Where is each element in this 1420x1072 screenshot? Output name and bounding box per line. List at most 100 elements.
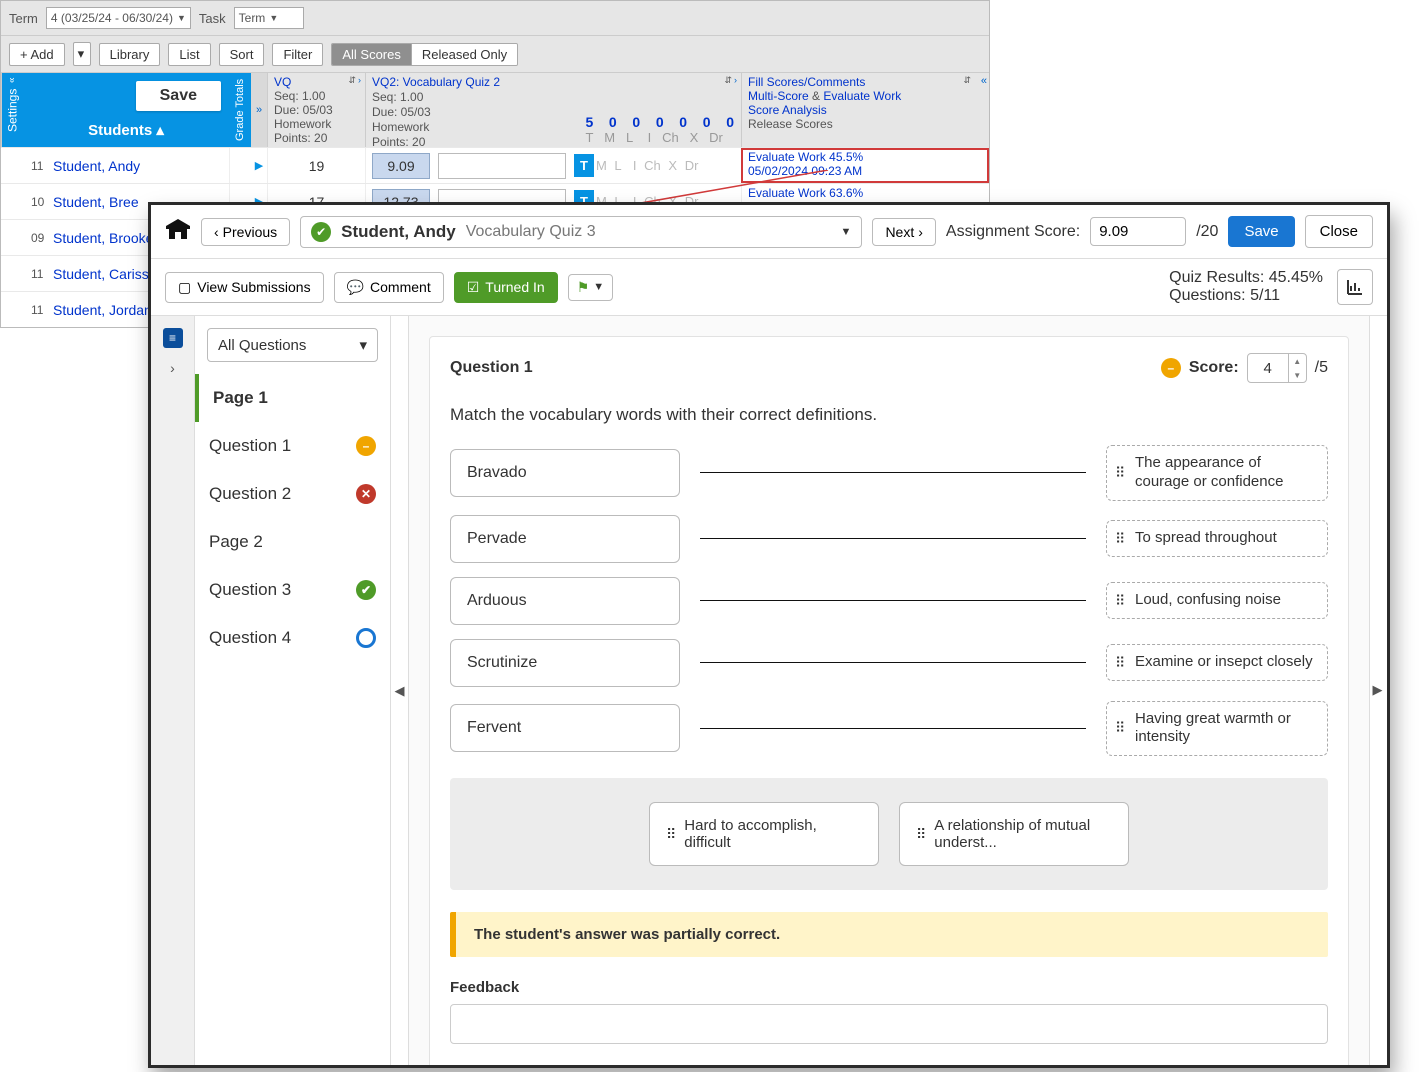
all-questions-select[interactable]: All Questions ▾ [207,328,378,362]
wrong-icon: ✕ [356,484,376,504]
vq2-score[interactable]: 9.09 [372,153,430,179]
term-label: Term [9,11,38,26]
vq-score[interactable]: 19 [267,148,365,183]
previous-button[interactable]: ‹ Previous [201,218,290,246]
chart-button[interactable] [1337,269,1373,305]
match-definition[interactable]: ⠿Loud, confusing noise [1106,582,1328,619]
score-of: /5 [1315,359,1328,377]
editor-subheader: ▢ View Submissions 💬 Comment ☑ Turned In… [151,259,1387,316]
nav-page-1[interactable]: Page 1 [195,374,390,422]
match-definition[interactable]: ⠿Examine or insepct closely [1106,644,1328,681]
library-button[interactable]: Library [99,43,161,66]
sort-icon: ⇵ [348,75,356,86]
save-button[interactable]: Save [1228,216,1294,247]
match-connector [700,600,1086,601]
collapse-navigator[interactable]: ◀ [391,316,409,1065]
student-link[interactable]: Student, Brooke [53,230,153,246]
score-input[interactable] [438,153,566,179]
match-definition[interactable]: ⠿The appearance of courage or confidence [1106,445,1328,501]
chevron-right-icon: › [734,75,737,86]
match-row: Scrutinize ⠿Examine or insepct closely [450,639,1328,687]
view-submissions-button[interactable]: ▢ View Submissions [165,272,324,303]
term-select[interactable]: 4 (03/25/24 - 06/30/24) ▼ [46,7,191,29]
fill-scores-link[interactable]: Fill Scores/Comments [748,75,865,89]
doc-icon[interactable]: ≡ [163,328,183,348]
release-scores-link[interactable]: Release Scores [748,117,983,131]
all-scores-tab[interactable]: All Scores [332,44,411,65]
nav-question-3[interactable]: Question 3 ✔ [195,566,390,614]
flag-t[interactable]: T [574,154,594,177]
assignment-score-input[interactable] [1090,217,1186,246]
nav-page-2[interactable]: Page 2 [195,518,390,566]
evaluate-cell[interactable]: Evaluate Work 45.5% 05/02/2024 09:23 AM [741,148,989,183]
comment-button[interactable]: 💬 Comment [334,272,444,303]
filter-button[interactable]: Filter [272,43,323,66]
grip-icon: ⠿ [1115,464,1123,482]
chevron-down-icon: ▼ [269,13,278,23]
grade-totals-header[interactable]: Grade Totals [229,73,251,147]
chevron-down-icon: ▼ [177,13,186,23]
match-definition[interactable]: ⠿Having great warmth or intensity [1106,701,1328,757]
feedback-banner: The student's answer was partially corre… [450,912,1328,957]
add-button[interactable]: + Add [9,43,65,66]
match-connector [700,472,1086,473]
student-link[interactable]: Student, Andy [53,158,140,174]
grip-icon: ⠿ [916,826,924,843]
score-analysis-link[interactable]: Score Analysis [748,103,827,117]
flag-button[interactable]: ⚑ ▼ [568,274,613,301]
multi-score-link[interactable]: Multi-Score [748,89,809,103]
sort-button[interactable]: Sort [219,43,265,66]
task-select[interactable]: Term ▼ [234,7,304,29]
expand-icon[interactable]: ▶ [251,148,267,183]
assignment-vq-header[interactable]: ⇵› VQ Seq: 1.00 Due: 05/03 Homework Poin… [267,73,365,147]
expand-grade-totals[interactable]: » [251,73,267,147]
expand-right-panel[interactable]: ▶ [1369,316,1387,1065]
editor-body: ≡ › All Questions ▾ Page 1 Question 1 – … [151,316,1387,1065]
feedback-label: Feedback [450,979,1328,996]
settings-sidebar[interactable]: Settings » [1,73,23,147]
match-row: Fervent ⠿Having great warmth or intensit… [450,701,1328,757]
student-link[interactable]: Student, Bree [53,194,139,210]
spin-down-icon[interactable]: ▼ [1289,368,1306,382]
flag-icon: ⚑ [577,279,590,296]
gradebook-term-bar: Term 4 (03/25/24 - 06/30/24) ▼ Task Term… [1,1,989,36]
close-button[interactable]: Close [1305,215,1373,248]
match-word: Bravado [450,449,680,497]
match-connector [700,538,1086,539]
feedback-input[interactable] [450,1004,1328,1044]
score-links-header: ⇵ « Fill Scores/Comments Multi-Score & E… [741,73,989,147]
next-button[interactable]: Next › [872,218,935,246]
student-link[interactable]: Student, Carissa [53,266,157,282]
nav-question-4[interactable]: Question 4 [195,614,390,662]
evaluate-work-link[interactable]: Evaluate Work [823,89,901,103]
match-connector [700,728,1086,729]
score-spinner[interactable]: 4 ▲▼ [1247,353,1307,383]
student-assignment-select[interactable]: ✔ Student, Andy Vocabulary Quiz 3 ▼ [300,216,862,248]
questions-count-text: Questions: 5/11 [1169,287,1323,305]
pool-item[interactable]: ⠿A relationship of mutual underst... [899,802,1129,866]
flag-letters: T M L I Ch X Dr [574,154,698,177]
chevron-right-icon[interactable]: › [170,360,175,376]
collapse-icon[interactable]: « [981,75,987,87]
assignment-vq2-header[interactable]: ⇵› VQ2: Vocabulary Quiz 2 Seq: 1.00 Due:… [365,73,741,147]
list-button[interactable]: List [168,43,210,66]
pool-item[interactable]: ⠿Hard to accomplish, difficult [649,802,879,866]
sort-icon: ⇵ [963,75,971,86]
match-row: Arduous ⠿Loud, confusing noise [450,577,1328,625]
editor-header: ‹ Previous ✔ Student, Andy Vocabulary Qu… [151,205,1387,259]
spin-up-icon[interactable]: ▲ [1289,354,1306,368]
scores-segment: All Scores Released Only [331,43,518,66]
partial-icon: – [1161,358,1181,378]
nav-question-2[interactable]: Question 2 ✕ [195,470,390,518]
nav-question-1[interactable]: Question 1 – [195,422,390,470]
chevron-right-icon: › [918,224,923,240]
match-rows: Bravado ⠿The appearance of courage or co… [450,445,1328,756]
match-word: Fervent [450,704,680,752]
gradebook-toolbar: + Add ▾ Library List Sort Filter All Sco… [1,36,989,73]
released-only-tab[interactable]: Released Only [411,44,517,65]
match-definition[interactable]: ⠿To spread throughout [1106,520,1328,557]
save-button[interactable]: Save [136,81,221,111]
turned-in-badge: ☑ Turned In [454,272,558,303]
add-dropdown[interactable]: ▾ [73,42,91,66]
feedback-section: Feedback [450,979,1328,1044]
